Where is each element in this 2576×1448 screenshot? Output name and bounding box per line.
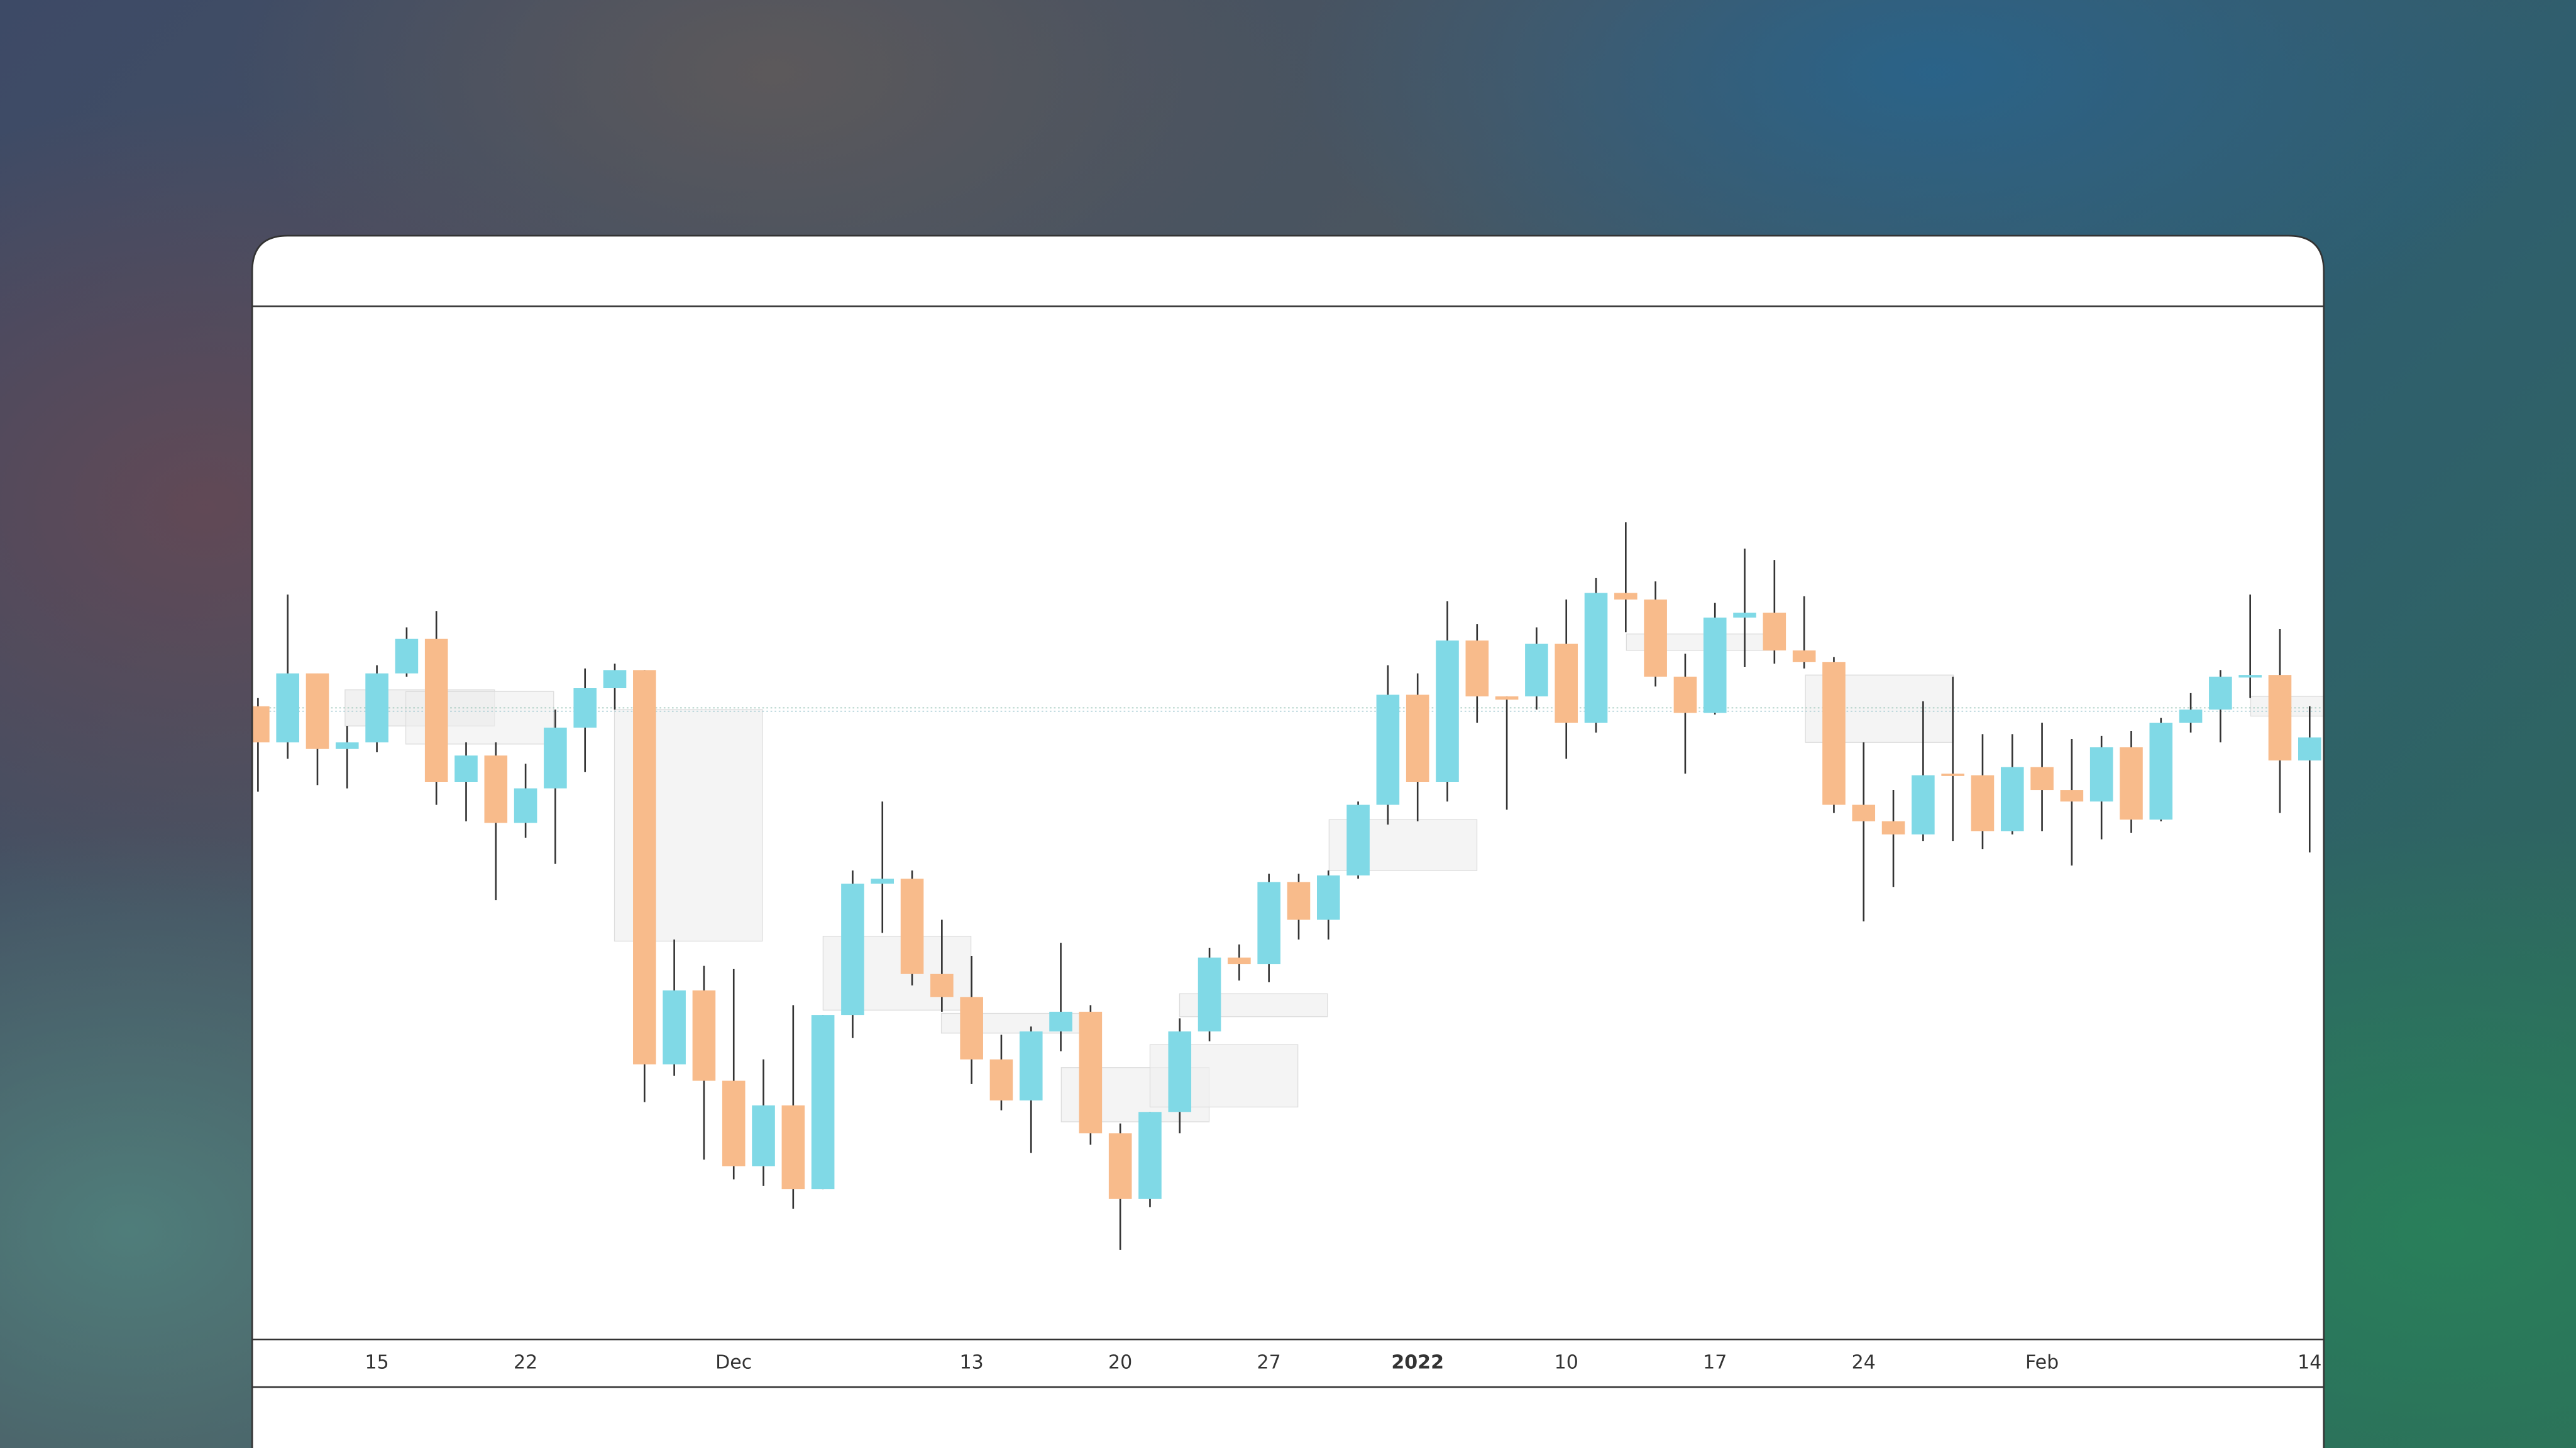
x-tick-label: 27 [1257,1352,1281,1374]
candles [253,522,2321,1250]
candle-body [1257,882,1280,965]
candle-body [752,1105,775,1166]
candle-body [603,670,627,689]
candle-body [1912,775,1935,835]
candle-body [2209,676,2232,710]
x-tick-label: 17 [1703,1352,1727,1374]
candle-body [276,673,299,743]
candle-body [2060,790,2084,802]
candle-body [1644,599,1667,677]
candle-body [900,879,924,974]
candle-body [484,755,508,823]
candle-body [1584,593,1608,723]
candle-body [514,788,537,823]
candle-body [1555,644,1578,723]
candle-body [960,997,983,1060]
candle-body [1168,1031,1192,1112]
candle-body [1941,773,1964,776]
candle-body [1495,696,1519,700]
candle-body [1346,804,1370,875]
candle-body [1079,1011,1103,1134]
x-tick-label: 13 [960,1352,984,1374]
candle-body [2000,767,2024,831]
candle-body [424,639,448,782]
candle-body [544,727,567,789]
candle-body [305,673,329,749]
candle-body [1733,612,1756,618]
candle-body [395,639,419,674]
candle-body [573,688,597,728]
candle-body [841,884,864,1016]
candle-body [2238,675,2262,678]
candle-body [1881,821,1905,835]
candle-body [1614,593,1638,600]
candle-body [663,990,686,1065]
candle-body [1525,644,1548,697]
candle-body [1792,650,1816,662]
candle-body [692,990,716,1081]
candle-body [1197,957,1221,1032]
candle-body [1763,612,1786,650]
candle-body [2298,737,2321,761]
x-tick-label: 22 [514,1352,537,1374]
window-card [251,234,2325,1448]
candle-body [1406,694,1429,782]
candle-body [365,673,388,743]
candle-body [930,974,954,997]
x-axis-labels: 15 22 Dec 13 20 27 2022 10 17 24 Feb 14 [365,1352,2321,1374]
x-tick-label: 15 [365,1352,388,1374]
candle-body [722,1080,746,1166]
zones [253,522,2323,1250]
zone [2250,696,2323,717]
candle-body [1673,676,1697,713]
candle-body [1316,875,1340,920]
candle-body [1822,662,1846,805]
candle-body [1108,1133,1132,1199]
candle-body [253,706,270,743]
candle-body [871,879,894,884]
x-tick-label: Feb [2025,1352,2059,1374]
candle-body [2120,747,2143,820]
candle-body [1049,1011,1072,1032]
candle-body [811,1015,835,1190]
candle-body [1228,957,1251,965]
candle-body [1287,882,1311,920]
candle-body [454,755,478,782]
candle-body [781,1105,805,1190]
candle-body [1703,617,1727,713]
candle-body [1376,694,1400,805]
candle-body [2089,747,2113,802]
x-tick-label: 10 [1555,1352,1578,1374]
candle-body [1436,640,1459,782]
candle-body [1019,1031,1043,1100]
candle-body [989,1059,1013,1100]
candle-body [1852,804,1876,821]
candle-body [2268,675,2292,761]
x-tick-label: 24 [1852,1352,1876,1374]
x-tick-label: 2022 [1391,1352,1444,1374]
candle-body [1465,640,1489,697]
candle-body [1138,1112,1162,1199]
candle-body [2179,710,2203,723]
candle-body [1971,775,1995,831]
x-tick-label: Dec [715,1352,752,1374]
candle-body [335,742,359,749]
x-tick-label: 20 [1108,1352,1132,1374]
candle-body [2030,767,2054,791]
candle-body [2149,722,2173,820]
x-tick-label: 14 [2298,1352,2321,1374]
candle-body [633,670,656,1065]
